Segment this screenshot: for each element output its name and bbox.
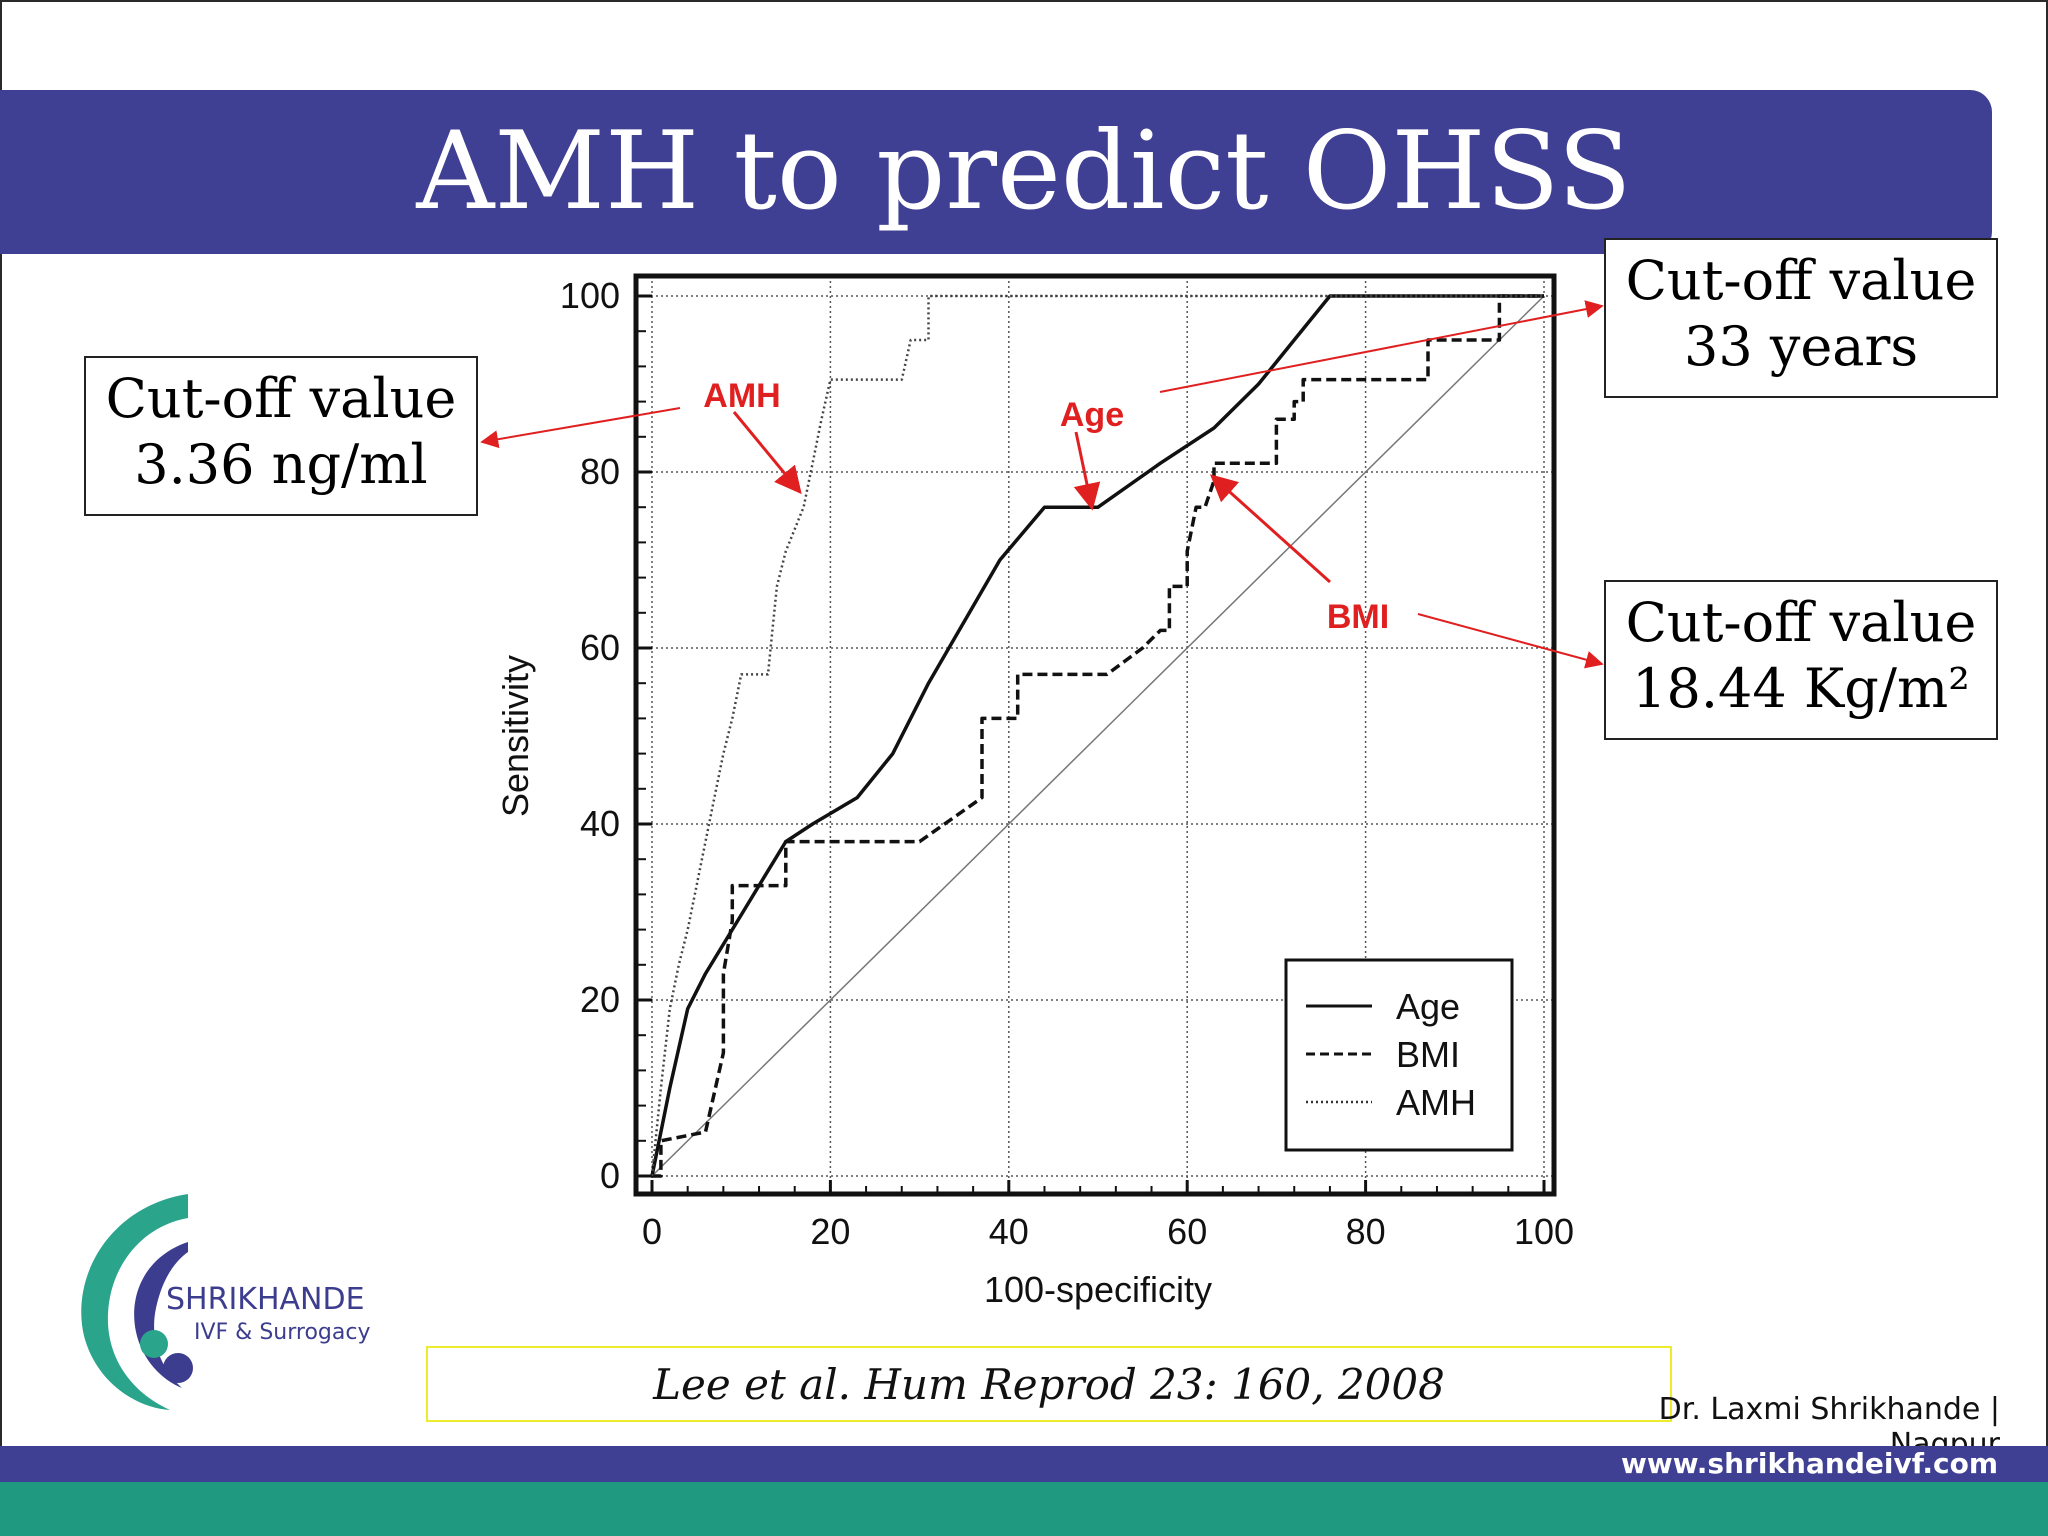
logo-subtitle: IVF & Surrogacy xyxy=(194,1320,371,1345)
callout-bmi-line1: Cut-off value xyxy=(1625,591,1977,654)
y-tick-label: 40 xyxy=(580,803,620,844)
callout-bmi-line2: 18.44 Kg/m² xyxy=(1632,657,1970,720)
callout-amh-line2: 3.36 ng/ml xyxy=(134,433,428,496)
arrow-amh-to-curve xyxy=(732,411,802,495)
callout-amh-line1: Cut-off value xyxy=(105,367,457,430)
x-tick-label: 0 xyxy=(642,1211,662,1252)
arrow-bmi-to-curve xyxy=(1209,474,1332,584)
shrikhande-logo-icon xyxy=(81,1194,193,1410)
y-tick-label: 20 xyxy=(580,979,620,1020)
chart-series xyxy=(650,294,1544,1178)
title-bar xyxy=(0,90,1992,254)
annotation-amh: AMH xyxy=(703,377,780,415)
legend-label-age: Age xyxy=(1396,986,1460,1027)
legend-label-bmi: BMI xyxy=(1396,1034,1460,1075)
y-tick-label: 100 xyxy=(560,275,620,316)
annotation-age: Age xyxy=(1060,396,1124,434)
y-axis-label: Sensitivity xyxy=(495,655,536,817)
y-tick-label: 80 xyxy=(580,451,620,492)
series-line-bmi xyxy=(652,294,1544,1178)
slide-title: AMH to predict OHSS xyxy=(416,109,1632,234)
callout-amh-cutoff: Cut-off value 3.36 ng/ml xyxy=(84,356,478,516)
series-line-amh xyxy=(650,294,1544,1177)
footer-bar-blue xyxy=(0,1446,2048,1482)
arrow-amh-to-callout xyxy=(480,407,681,449)
logo-name: SHRIKHANDE xyxy=(166,1282,365,1317)
roc-chart: 0 20 40 60 80 100 0 20 40 60 80 100 100-specificity… xyxy=(480,273,1604,1310)
arrow-age-to-curve xyxy=(1073,431,1101,511)
x-tick-label: 40 xyxy=(989,1211,1029,1252)
callout-age-line1: Cut-off value xyxy=(1625,249,1977,312)
chart-legend: Age BMI AMH xyxy=(1284,958,1514,1152)
citation: Lee et al. Hum Reprod 23: 160, 2008 xyxy=(426,1346,1672,1422)
legend-label-amh: AMH xyxy=(1396,1082,1476,1123)
website-link[interactable]: www.shrikhandeivf.com xyxy=(1620,1447,1998,1480)
x-axis-label: 100-specificity xyxy=(984,1269,1212,1310)
x-tick-label: 20 xyxy=(810,1211,850,1252)
arrow-age-to-callout xyxy=(1159,300,1604,393)
callout-age-cutoff: Cut-off value 33 years xyxy=(1604,238,1998,398)
y-tick-label: 60 xyxy=(580,627,620,668)
y-tick-label: 0 xyxy=(600,1155,620,1196)
footer-bar-green xyxy=(0,1482,2048,1536)
reference-diagonal-line xyxy=(651,295,1545,1177)
callout-age-line2: 33 years xyxy=(1683,315,1919,378)
annotation-bmi: BMI xyxy=(1327,598,1389,636)
x-tick-label: 80 xyxy=(1346,1211,1386,1252)
chart-ticks: 0 20 40 60 80 100 0 20 40 60 80 100 xyxy=(560,275,1574,1252)
arrow-bmi-to-callout xyxy=(1417,613,1604,669)
annotations: AMH Age BMI xyxy=(480,300,1604,669)
plot-frame xyxy=(633,273,1557,1197)
x-tick-label: 60 xyxy=(1167,1211,1207,1252)
x-tick-label: 100 xyxy=(1514,1211,1574,1252)
series-line-age xyxy=(650,294,1544,1177)
callout-bmi-cutoff: Cut-off value 18.44 Kg/m² xyxy=(1604,580,1998,740)
